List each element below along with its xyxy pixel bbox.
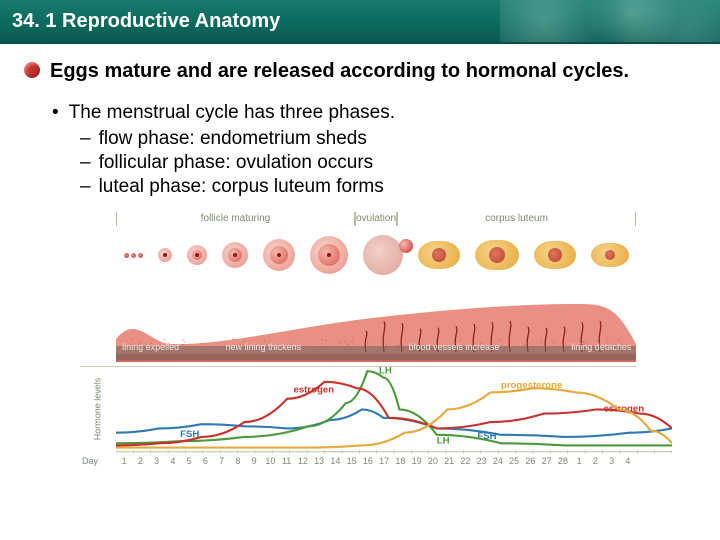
day-ticks: 1234567891011121314151617181920212223242… <box>116 456 636 470</box>
list-item-text: follicular phase: ovulation occurs <box>99 152 374 174</box>
hormone-row: FSHFSHLHLHestrogenestrogenprogesterone <box>80 366 636 456</box>
day-tick: 9 <box>246 456 262 470</box>
follicle-stage <box>187 245 207 265</box>
dash-icon: – <box>80 128 91 150</box>
day-tick: 13 <box>311 456 327 470</box>
day-tick: 15 <box>344 456 360 470</box>
bullet-icon <box>24 62 40 78</box>
follicle-stage <box>534 241 576 269</box>
day-tick: 12 <box>295 456 311 470</box>
slide-title: 34. 1 Reproductive Anatomy <box>12 10 280 33</box>
lining-phase-label: lining expelled <box>116 342 185 358</box>
day-tick: 18 <box>392 456 408 470</box>
dash-icon: – <box>80 152 91 174</box>
lining-phase-label: new lining thickens <box>185 342 341 358</box>
day-axis-label: Day <box>80 456 116 470</box>
day-tick: 19 <box>409 456 425 470</box>
phase-label: ovulation <box>355 212 397 226</box>
slide-content: Eggs mature and are released according t… <box>0 44 720 470</box>
phase-labels: follicle maturingovulationcorpus luteum <box>116 212 636 230</box>
list-item-text: The menstrual cycle has three phases. <box>69 102 395 124</box>
lining-phase-label: blood vessels increase <box>341 342 566 358</box>
day-axis: Day 123456789101112131415161718192021222… <box>80 456 636 470</box>
day-tick: 24 <box>490 456 506 470</box>
hormone-chart: FSHFSHLHLHestrogenestrogenprogesterone <box>116 367 672 456</box>
body-list: • The menstrual cycle has three phases. … <box>52 102 696 198</box>
subtitle-row: Eggs mature and are released according t… <box>24 58 696 84</box>
day-tick: 25 <box>506 456 522 470</box>
list-item-text: flow phase: endometrium sheds <box>99 128 367 150</box>
day-tick: 14 <box>327 456 343 470</box>
day-tick: 4 <box>620 456 636 470</box>
day-tick: 28 <box>555 456 571 470</box>
day-tick: 10 <box>262 456 278 470</box>
follicle-row <box>116 230 636 280</box>
list-item-main: • The menstrual cycle has three phases. <box>52 102 696 124</box>
follicle-stage <box>363 235 403 275</box>
day-tick: 27 <box>539 456 555 470</box>
svg-text:estrogen: estrogen <box>293 384 334 395</box>
list-item-text: luteal phase: corpus luteum forms <box>99 176 384 198</box>
dash-icon: – <box>80 176 91 198</box>
day-tick: 8 <box>230 456 246 470</box>
subtitle-text: Eggs mature and are released according t… <box>50 58 629 84</box>
list-item-sub: – flow phase: endometrium sheds <box>80 128 696 150</box>
svg-text:progesterone: progesterone <box>501 380 562 391</box>
svg-text:LH: LH <box>437 435 450 446</box>
day-tick: 1 <box>116 456 132 470</box>
day-tick: 4 <box>165 456 181 470</box>
slide-header: 34. 1 Reproductive Anatomy <box>0 0 720 44</box>
day-tick: 6 <box>197 456 213 470</box>
svg-text:LH: LH <box>379 367 392 376</box>
day-tick: 3 <box>149 456 165 470</box>
day-tick: 3 <box>604 456 620 470</box>
lining-labels: lining expellednew lining thickensblood … <box>116 342 636 358</box>
follicle-stage <box>418 241 460 269</box>
diagram-wrap: follicle maturingovulationcorpus luteum … <box>80 212 640 470</box>
day-tick: 22 <box>457 456 473 470</box>
day-tick: 26 <box>522 456 538 470</box>
follicle-stage <box>158 248 172 262</box>
lining-phase-label: lining detaches <box>567 342 636 358</box>
list-item-sub: – follicular phase: ovulation occurs <box>80 152 696 174</box>
day-tick: 7 <box>214 456 230 470</box>
phase-label: follicle maturing <box>116 212 355 226</box>
follicle-stage <box>222 242 248 268</box>
bullet-dot: • <box>52 102 59 124</box>
day-tick: 16 <box>360 456 376 470</box>
follicle-stage <box>124 253 143 258</box>
day-tick: 23 <box>474 456 490 470</box>
day-tick: 11 <box>279 456 295 470</box>
list-item-sub: – luteal phase: corpus luteum forms <box>80 176 696 198</box>
follicle-stage <box>310 236 348 274</box>
phase-label: corpus luteum <box>397 212 636 226</box>
day-tick: 17 <box>376 456 392 470</box>
follicle-stage <box>263 239 295 271</box>
day-tick: 1 <box>571 456 587 470</box>
day-tick: 20 <box>425 456 441 470</box>
follicle-stage <box>475 240 519 270</box>
follicle-stage <box>591 243 629 267</box>
day-tick: 2 <box>587 456 603 470</box>
day-tick: 21 <box>441 456 457 470</box>
day-tick: 5 <box>181 456 197 470</box>
menstrual-cycle-diagram: follicle maturingovulationcorpus luteum … <box>80 212 640 470</box>
day-tick: 2 <box>132 456 148 470</box>
